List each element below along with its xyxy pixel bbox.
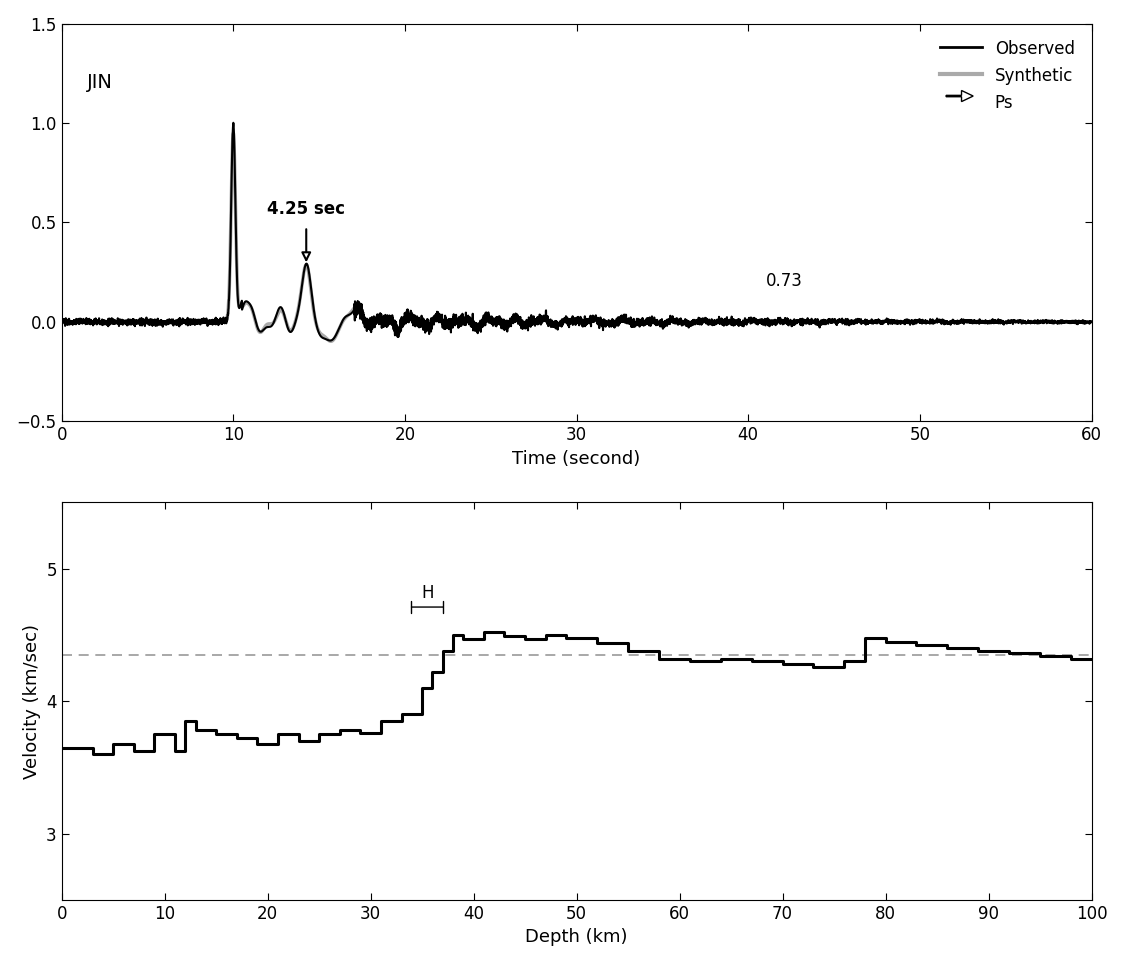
X-axis label: Time (second): Time (second) bbox=[513, 450, 641, 468]
X-axis label: Depth (km): Depth (km) bbox=[525, 928, 628, 947]
Legend: Observed, Synthetic, Ps: Observed, Synthetic, Ps bbox=[932, 32, 1084, 119]
Text: JIN: JIN bbox=[88, 73, 114, 92]
Text: 4.25 sec: 4.25 sec bbox=[268, 200, 345, 219]
Text: 0.73: 0.73 bbox=[765, 273, 803, 290]
Text: H: H bbox=[422, 584, 434, 602]
Y-axis label: Velocity (km/sec): Velocity (km/sec) bbox=[22, 624, 40, 779]
